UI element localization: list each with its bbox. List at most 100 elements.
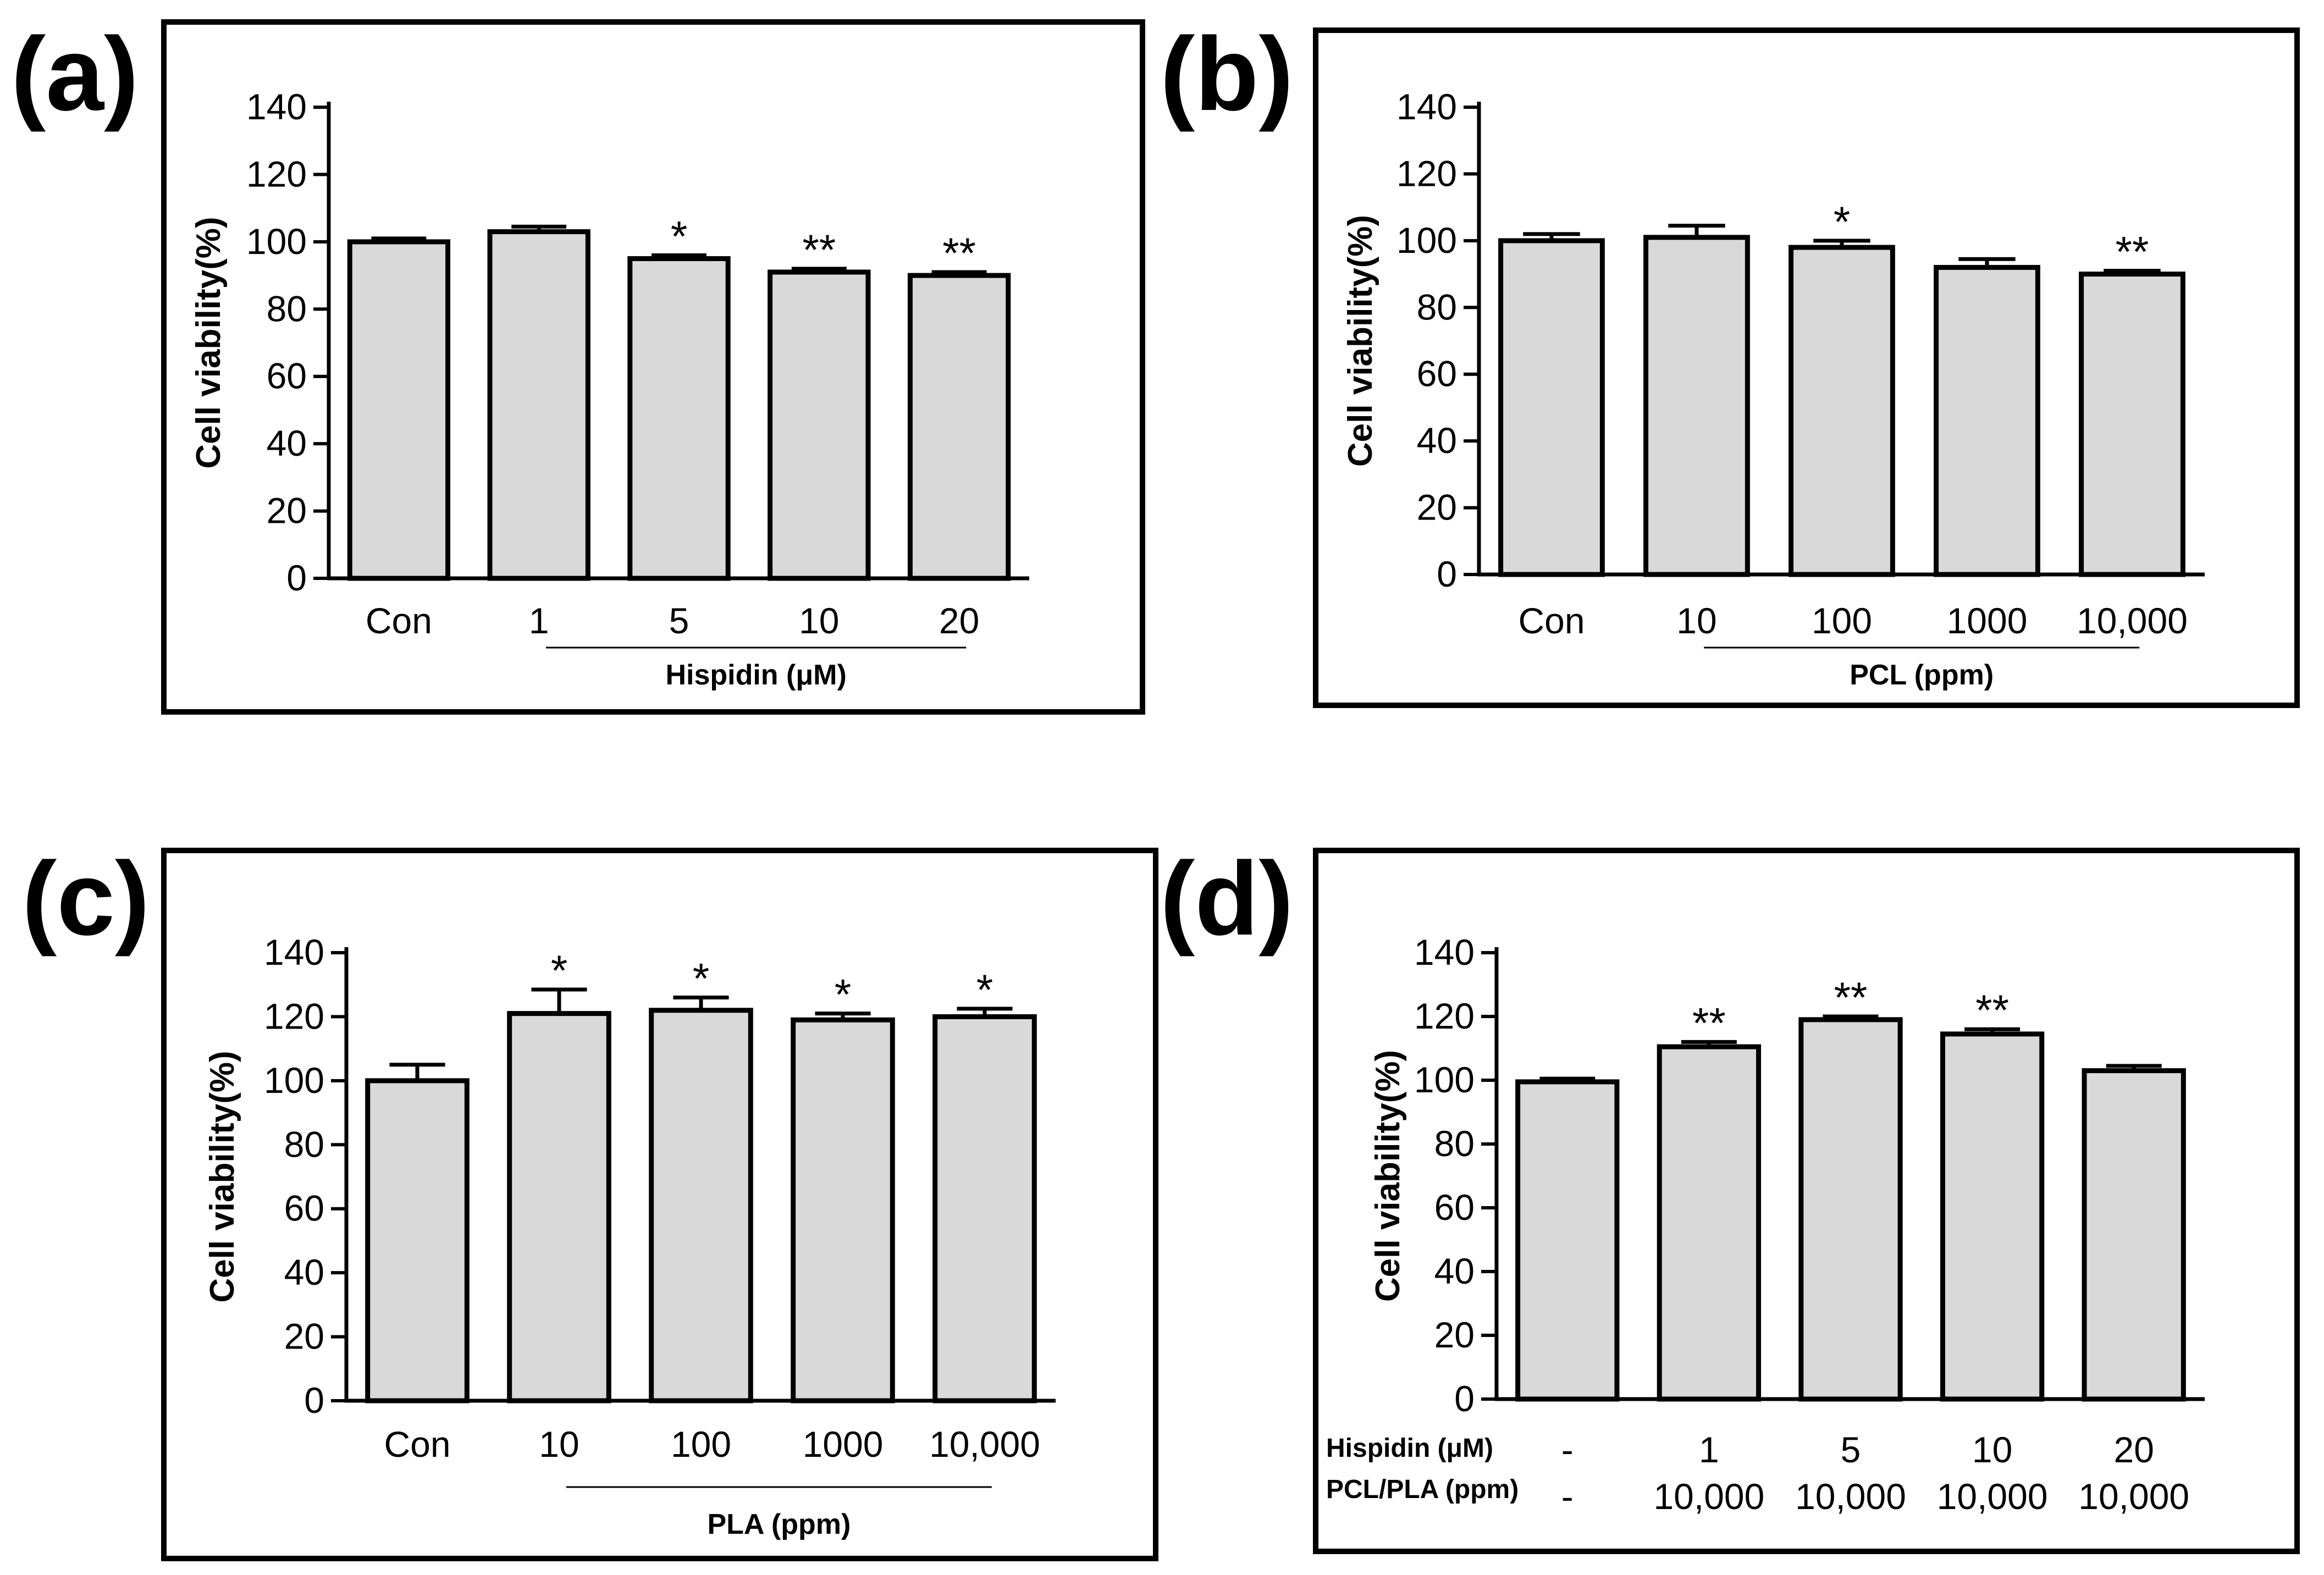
x-category-label: Con <box>384 1424 450 1465</box>
panel-label: (d) <box>1160 841 1294 957</box>
bar <box>1498 238 1605 577</box>
x-category-label: 20 <box>2113 1429 2154 1470</box>
bar <box>365 1078 470 1403</box>
significance-mark: ** <box>942 229 976 277</box>
x-category-label: 20 <box>939 600 979 641</box>
significance-mark: ** <box>1692 998 1726 1047</box>
x-category-label: 5 <box>1841 1429 1861 1470</box>
group-label: Hispidin (μM) <box>665 659 846 691</box>
x-category-label: 10 <box>1972 1429 2012 1470</box>
bar <box>627 256 731 581</box>
significance-mark: ** <box>802 225 836 274</box>
y-tick-label: 120 <box>246 153 307 194</box>
x-category-label: - <box>1561 1429 1574 1470</box>
x-category-label: 5 <box>669 600 689 641</box>
bar <box>2079 272 2185 577</box>
y-axis-label: Cell viability(%) <box>203 1051 241 1302</box>
x-category-label: 10,000 <box>929 1424 1040 1465</box>
x-category-label: 100 <box>1812 600 1872 641</box>
x-category-label-row2: 10,000 <box>1653 1476 1764 1517</box>
significance-mark: * <box>835 970 851 1019</box>
y-tick-label: 60 <box>1434 1187 1475 1228</box>
y-tick-label: 80 <box>1417 286 1457 327</box>
bar <box>1515 1079 1620 1402</box>
y-tick-label: 40 <box>267 423 307 463</box>
x-category-label: 1 <box>1699 1429 1719 1470</box>
bar <box>907 273 1011 581</box>
significance-mark: * <box>671 212 687 260</box>
significance-mark: ** <box>1834 973 1868 1021</box>
y-tick-label: 20 <box>267 490 307 531</box>
bar <box>2082 1068 2186 1402</box>
y-tick-label: 100 <box>264 1060 324 1101</box>
y-tick-label: 0 <box>304 1380 324 1421</box>
y-tick-label: 100 <box>1414 1059 1475 1100</box>
y-tick-label: 80 <box>284 1124 324 1164</box>
significance-mark: ** <box>2116 228 2149 276</box>
y-tick-label: 0 <box>286 557 307 598</box>
y-tick-label: 120 <box>1396 153 1457 194</box>
row-label-pcl-pla: PCL/PLA (ppm) <box>1326 1475 1519 1504</box>
x-category-label-row2: 10,000 <box>1937 1476 2048 1517</box>
y-tick-label: 120 <box>264 996 324 1036</box>
bar <box>791 1017 895 1403</box>
y-tick-label: 140 <box>1396 86 1457 127</box>
y-tick-label: 40 <box>1417 420 1457 461</box>
x-category-label: 100 <box>671 1424 731 1465</box>
group-label: PCL (ppm) <box>1850 659 1994 691</box>
significance-mark: * <box>1834 197 1850 246</box>
bar <box>932 1014 1037 1403</box>
y-tick-label: 140 <box>246 86 307 127</box>
x-category-label: 1000 <box>803 1424 884 1465</box>
y-tick-label: 20 <box>284 1316 324 1357</box>
row-label-hispidin: Hispidin (μM) <box>1326 1434 1493 1463</box>
bar <box>1934 264 2040 577</box>
x-category-label: Con <box>1518 600 1585 641</box>
bar <box>1657 1044 1762 1402</box>
y-tick-label: 0 <box>1437 554 1457 594</box>
x-category-label: 10 <box>799 600 839 641</box>
y-tick-label: 40 <box>1434 1251 1475 1291</box>
y-axis-label: Cell viability(%) <box>1369 1050 1407 1302</box>
chart-panel-c: (c) 0 20 40 60 80 100 120 140 Cell viability(%) Co… <box>22 841 1158 1561</box>
y-tick-label: 0 <box>1454 1378 1475 1419</box>
bar <box>1643 235 1750 577</box>
panel-frame <box>1313 27 2300 708</box>
x-category-label-row2: 10,000 <box>2078 1476 2189 1517</box>
bar <box>1940 1031 2045 1402</box>
y-axis-label: Cell viability(%) <box>190 217 228 468</box>
significance-mark: * <box>693 954 709 1003</box>
bar <box>1788 245 1895 577</box>
x-category-label-row2: - <box>1561 1476 1574 1517</box>
y-axis-label: Cell viability(%) <box>1342 215 1379 467</box>
panel-frame <box>1313 848 2300 1554</box>
y-tick-label: 140 <box>264 932 324 972</box>
panel-frame <box>161 848 1158 1561</box>
bar <box>649 1008 753 1403</box>
bar <box>768 269 871 581</box>
y-tick-label: 140 <box>1414 932 1475 972</box>
chart-panel-b: (b) 0 20 40 60 80 100 120 140 Cell viability(%) Co… <box>1160 16 2300 708</box>
x-category-label: 10 <box>1676 600 1716 641</box>
bar <box>487 229 590 581</box>
y-tick-label: 80 <box>267 288 307 329</box>
x-category-label: 10 <box>539 1424 579 1465</box>
significance-mark: ** <box>1975 986 2009 1034</box>
significance-mark: * <box>976 965 993 1014</box>
y-tick-label: 20 <box>1434 1314 1475 1355</box>
y-tick-label: 60 <box>284 1188 324 1229</box>
panel-frame <box>161 19 1145 715</box>
x-category-label: 10,000 <box>2077 600 2188 641</box>
panel-label: (a) <box>11 16 139 132</box>
bar <box>507 1011 611 1403</box>
group-label: PLA (ppm) <box>707 1508 851 1540</box>
bar <box>347 239 451 581</box>
y-tick-label: 60 <box>1417 353 1457 394</box>
x-category-label-row2: 10,000 <box>1795 1476 1906 1517</box>
significance-mark: * <box>551 946 567 994</box>
y-tick-label: 120 <box>1414 996 1475 1036</box>
y-tick-label: 40 <box>284 1252 324 1292</box>
